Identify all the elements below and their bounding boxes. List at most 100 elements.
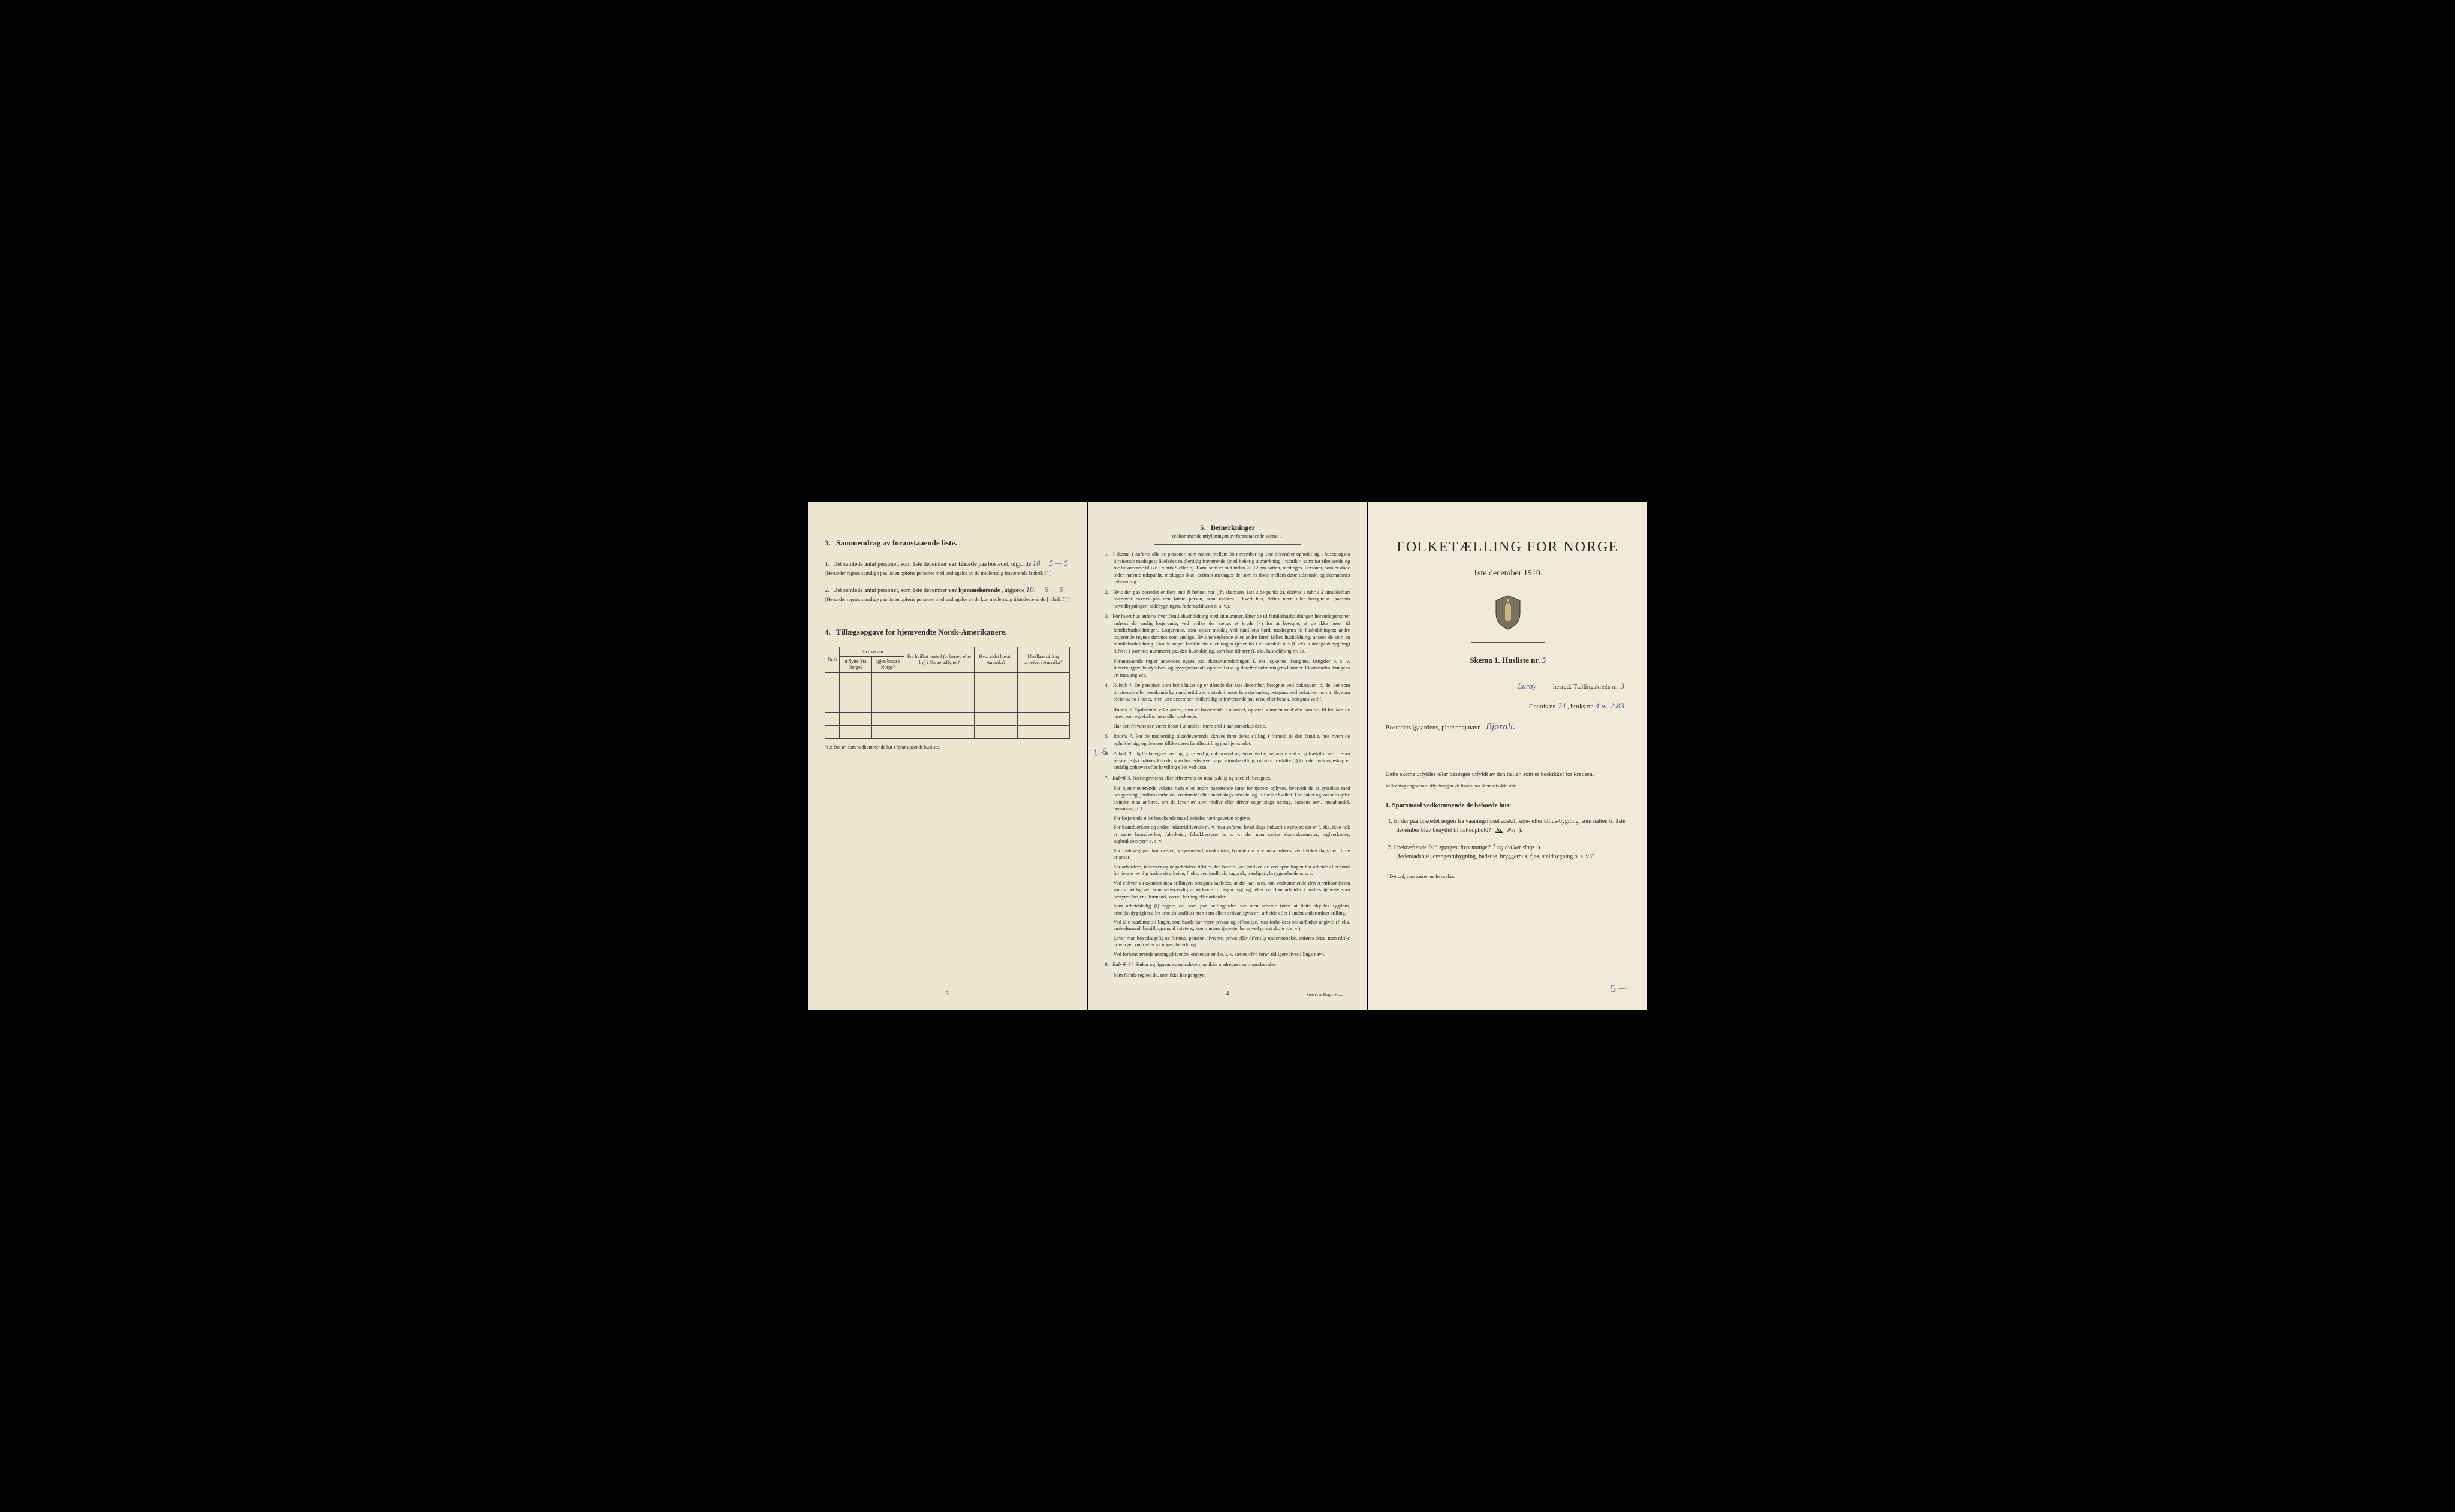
sub-remark: Lever man hovedsagelig av formue, pensio… <box>1114 935 1350 949</box>
margin-annotation: 1–5 <box>1092 745 1108 760</box>
remarks-title: 5. Bemerkninger <box>1105 523 1350 533</box>
sub-remark: Som arbeidsledig (l) regnes de, som paa … <box>1114 903 1350 916</box>
table-row <box>825 725 1070 738</box>
gaard-hand-b: 4 m. 2.83 <box>1596 701 1624 710</box>
footnote-3: ¹) Det ord, som passer, understrekes. <box>1385 873 1630 880</box>
q1-sup: ¹). <box>1517 827 1522 834</box>
remark-item: 2. Hvis der paa bostedet er flere end ét… <box>1105 589 1350 609</box>
census-title: FOLKETÆLLING FOR NORGE <box>1385 538 1630 558</box>
question-1: 1. Er der paa bostedet nogen fra vaaning… <box>1396 817 1630 835</box>
page-number-4: 4 <box>1226 990 1229 998</box>
q2-sup: ¹) <box>1536 844 1540 851</box>
sub-remark: For fuldmægtiger, kontorister, opsynsmæn… <box>1114 847 1350 861</box>
page-3: 3. Sammendrag av foranstaaende liste. 1.… <box>808 502 1087 1011</box>
remark-item: 7. Rubrik 9. Næringsveiens eller erhverv… <box>1105 775 1350 781</box>
sub-remark: Har den fraværende været bosat i utlande… <box>1114 723 1350 729</box>
sub-remark: Ved alle saadanne stillinger, som baade … <box>1114 919 1350 932</box>
remark-item: 6. Rubrik 8. Ugifte betegnes ved ug, gif… <box>1105 750 1350 771</box>
section-4-title: 4. Tillægsopgave for hjemvendte Norsk-Am… <box>825 627 1070 638</box>
item-3-1-hand1: 10 <box>1033 559 1040 568</box>
sub-remark: Ved enhver virksomhet maa stillingen bet… <box>1114 880 1350 900</box>
remark-text: Ugifte betegnes ved ug, gifte ved g, enk… <box>1114 750 1350 770</box>
remark-text: For de midlertidig tilstedeværende skriv… <box>1114 733 1350 746</box>
q2-hvormange: hvormange? <box>1461 844 1491 851</box>
remark-text: I skema 1 anføres alle de personer, som … <box>1113 551 1350 584</box>
page-4: 5. Bemerkninger vedkommende utfyldningen… <box>1088 502 1367 1011</box>
rubrik-lead: Rubrik 4. <box>1113 682 1132 688</box>
table-row <box>825 712 1070 725</box>
kreds-hand: 3 <box>1621 681 1625 690</box>
instruction-small: Veiledning angaaende utfyldningen vil fi… <box>1385 783 1630 789</box>
item-3-2-note: (Herunder regnes samtlige paa listen opf… <box>825 596 1070 603</box>
item-3-2-bold: var hjemmehørende <box>948 587 1000 594</box>
emigrant-table: Nr.¹) I hvilket aar Fra hvilket bosted (… <box>825 647 1070 739</box>
q1-ja: Ja. <box>1495 827 1503 834</box>
remark-item: 3. For hvert hus anføres hver familiehus… <box>1105 613 1350 654</box>
item-3-2-hand2: 5 — 5 <box>1045 585 1063 594</box>
item-3-1-bold: var tilstede <box>948 561 976 568</box>
item-3-2-text-b: , utgjorde <box>1002 587 1026 594</box>
q-heading-num: 1. <box>1385 802 1390 809</box>
gaard-line: Gaards nr. 74 , bruks nr. 4 m. 2.83 <box>1385 701 1630 711</box>
crest-icon <box>1493 594 1523 630</box>
section-3-title: 3. Sammendrag av foranstaaende liste. <box>825 538 1070 548</box>
item-3-2-text-a: Det samlede antal personer, som 1ste dec… <box>833 587 948 594</box>
remark-item: 5. Rubrik 7. For de midlertidig tilstede… <box>1105 733 1350 747</box>
remarks-text: Bemerkninger <box>1211 523 1255 532</box>
table-footnote: ¹) ɔ: Det nr. som vedkommende har i fora… <box>825 744 1070 750</box>
emigrant-table-wrap: Nr.¹) I hvilket aar Fra hvilket bosted (… <box>825 647 1070 739</box>
item-3-1-note: (Herunder regnes samtlige paa listen opf… <box>825 570 1070 577</box>
q-heading-text: Spørsmaal vedkommende de beboede hus: <box>1392 802 1511 809</box>
sub-remark: For losjerende eller besøkende maa likel… <box>1114 815 1350 822</box>
remark-num: 3. <box>1105 613 1109 619</box>
document-triptych: 3. Sammendrag av foranstaaende liste. 1.… <box>808 502 1647 1011</box>
q2-text-a: I bekræftende fald spørges: <box>1394 844 1460 851</box>
corner-annotation: 5 — <box>1609 980 1630 997</box>
th-nr: Nr.¹) <box>825 647 840 672</box>
divider <box>1154 544 1301 545</box>
instruction-text: Dette skema utfyldes eller besørges utfy… <box>1385 770 1630 779</box>
sub-remark: Rubrik 6. Sjøfarende eller andre, som er… <box>1114 707 1350 720</box>
remark-item: 1. I skema 1 anføres alle de personer, s… <box>1105 551 1350 585</box>
gaard-label-a: Gaards nr. <box>1529 703 1556 710</box>
item-3-1-hand2: 5 — 5 <box>1049 559 1068 568</box>
remark-num: 8. <box>1105 961 1109 967</box>
bosted-label: Bostedets (gaardens, pladsens) navn <box>1385 724 1480 731</box>
section-4-num: 4. <box>825 627 831 636</box>
skema-label: Skema 1. Husliste nr. <box>1470 656 1540 665</box>
th-sidst: Hvor sidst bosat i Amerika? <box>975 647 1018 672</box>
q2-underlined: føderaadshus <box>1398 853 1430 860</box>
remarks-list: 1. I skema 1 anføres alle de personer, s… <box>1105 551 1350 979</box>
table-head: Nr.¹) I hvilket aar Fra hvilket bosted (… <box>825 647 1070 672</box>
th-bosted: Fra hvilket bosted (ɔ: herred eller by) … <box>904 647 975 672</box>
bosted-hand: Bjøralt. <box>1486 722 1515 732</box>
question-section-heading: 1. Spørsmaal vedkommende de beboede hus: <box>1385 801 1630 810</box>
bosted-line: Bostedets (gaardens, pladsens) navn Bjør… <box>1385 720 1630 734</box>
q2-num: 2. <box>1388 844 1392 851</box>
rubrik-lead: Rubrik 8. <box>1113 750 1132 756</box>
census-date: 1ste december 1910. <box>1385 568 1630 580</box>
skema-number-hand: 5 <box>1542 656 1546 665</box>
q2-text-c: (føderaadshus, drengestubygning, badstue… <box>1396 853 1594 860</box>
th-igjen: igjen bosat i Norge? <box>871 657 904 672</box>
remark-text: De personer, som bor i huset og er tilst… <box>1114 682 1350 702</box>
table-row <box>825 699 1070 712</box>
q1-nei: Nei <box>1507 827 1516 834</box>
q1-num: 1. <box>1388 818 1392 825</box>
question-2: 2. I bekræftende fald spørges: hvormange… <box>1396 841 1630 862</box>
page-1-cover: FOLKETÆLLING FOR NORGE 1ste december 191… <box>1368 502 1647 1011</box>
rubrik-lead: Rubrik 14. <box>1112 961 1134 967</box>
section-3-text: Sammendrag av foranstaaende liste. <box>836 538 957 547</box>
remarks-subtitle: vedkommende utfyldningen av foranstaaend… <box>1105 533 1350 540</box>
th-aar: I hvilket aar <box>840 647 904 657</box>
th-utflyttet: utflyttet fra Norge? <box>840 657 872 672</box>
gaard-hand-a: 74 <box>1558 701 1566 710</box>
remark-item: 8. Rubrik 14. Sinker og lignende aandssl… <box>1105 961 1350 968</box>
item-3-1: 1. Det samlede antal personer, som 1ste … <box>825 557 1070 577</box>
herred-line: Lurøy herred. Tællingskreds nr. 3 <box>1385 681 1630 692</box>
skema-line: Skema 1. Husliste nr. 5 <box>1385 655 1630 666</box>
remark-text: Næringsveiens eller erhvervets art maa t… <box>1133 775 1271 781</box>
sub-remark: For haandverkere og andre industridriven… <box>1114 824 1350 844</box>
section-3-num: 3. <box>825 538 831 547</box>
remark-num: 4. <box>1105 682 1109 688</box>
